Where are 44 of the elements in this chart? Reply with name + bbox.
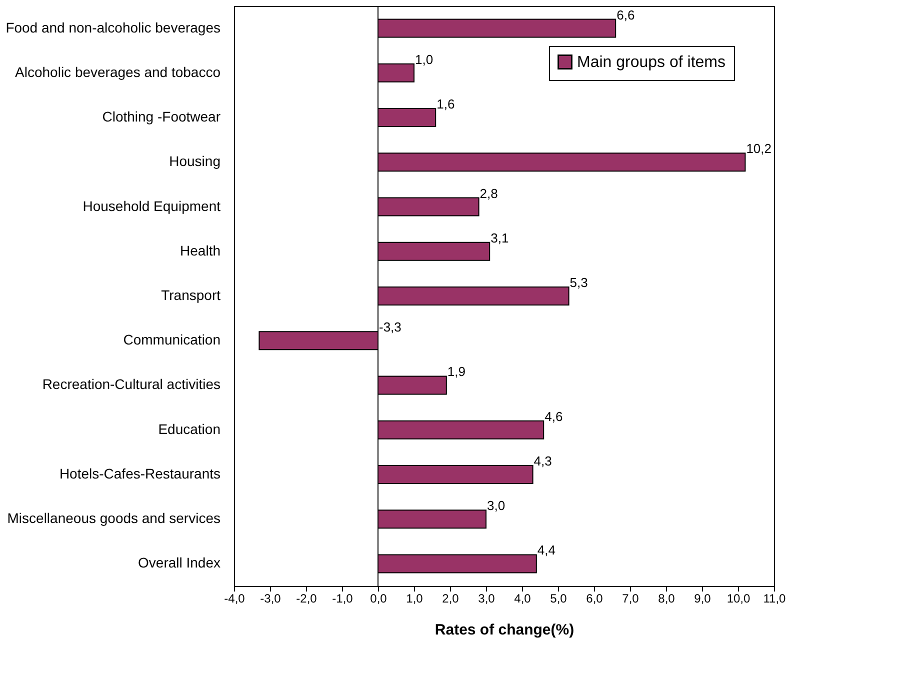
y-tick-label: Communication <box>123 332 220 348</box>
data-label: 3,1 <box>490 230 509 246</box>
y-tick-label: Transport <box>161 287 221 303</box>
y-tick-label: Miscellaneous goods and services <box>7 510 220 526</box>
data-label: 1,6 <box>436 96 455 112</box>
y-tick-label: Education <box>158 420 220 437</box>
x-tick-label: -3,0 <box>260 592 282 606</box>
y-tick-label: Food and non-alcoholic beverages <box>6 19 220 36</box>
x-tick-label: 8,0 <box>658 592 676 606</box>
data-label: 2,8 <box>480 186 498 201</box>
legend-label: Main groups of items <box>577 54 726 71</box>
x-tick-label: 1,0 <box>406 592 424 606</box>
y-tick-label: Recreation-Cultural activities <box>42 376 220 392</box>
y-tick-label: Alcoholic beverages and tobacco <box>15 64 221 80</box>
data-label: 4,3 <box>534 453 552 468</box>
data-label: -3,3 <box>379 320 402 335</box>
data-label: 10,2 <box>746 141 772 156</box>
data-label: 3,0 <box>487 498 506 514</box>
x-tick-label: -2,0 <box>296 592 318 606</box>
x-tick-label: 7,0 <box>622 592 640 606</box>
data-label: 5,3 <box>570 275 588 290</box>
data-label: 4,6 <box>544 408 563 424</box>
data-label: 6,6 <box>616 7 635 22</box>
x-tick-label: 5,0 <box>550 592 568 606</box>
y-tick-label: Overall Index <box>138 554 220 571</box>
data-label: 1,0 <box>415 52 434 67</box>
y-tick-label: Housing <box>169 153 220 170</box>
x-tick-label: 10,0 <box>726 592 750 606</box>
data-label: 4,4 <box>537 542 556 558</box>
y-tick-label: Hotels-Cafes-Restaurants <box>59 465 220 482</box>
x-tick-label: -1,0 <box>332 592 354 606</box>
y-tick-label: Clothing -Footwear <box>102 108 221 125</box>
x-tick-label: 0,0 <box>370 592 388 606</box>
x-tick-label: 3,0 <box>478 592 496 606</box>
x-tick-label: 9,0 <box>694 592 712 606</box>
x-tick-label: 2,0 <box>442 592 460 606</box>
data-label: 1,9 <box>447 364 466 380</box>
x-tick-label: 4,0 <box>514 592 532 606</box>
x-axis-title: Rates of change(%) <box>434 622 574 638</box>
x-tick-label: -4,0 <box>224 592 246 606</box>
y-tick-label: Health <box>180 242 220 258</box>
y-tick-label: Household Equipment <box>82 198 221 214</box>
x-tick-label: 11,0 <box>763 592 786 606</box>
x-tick-label: 6,0 <box>586 592 604 606</box>
